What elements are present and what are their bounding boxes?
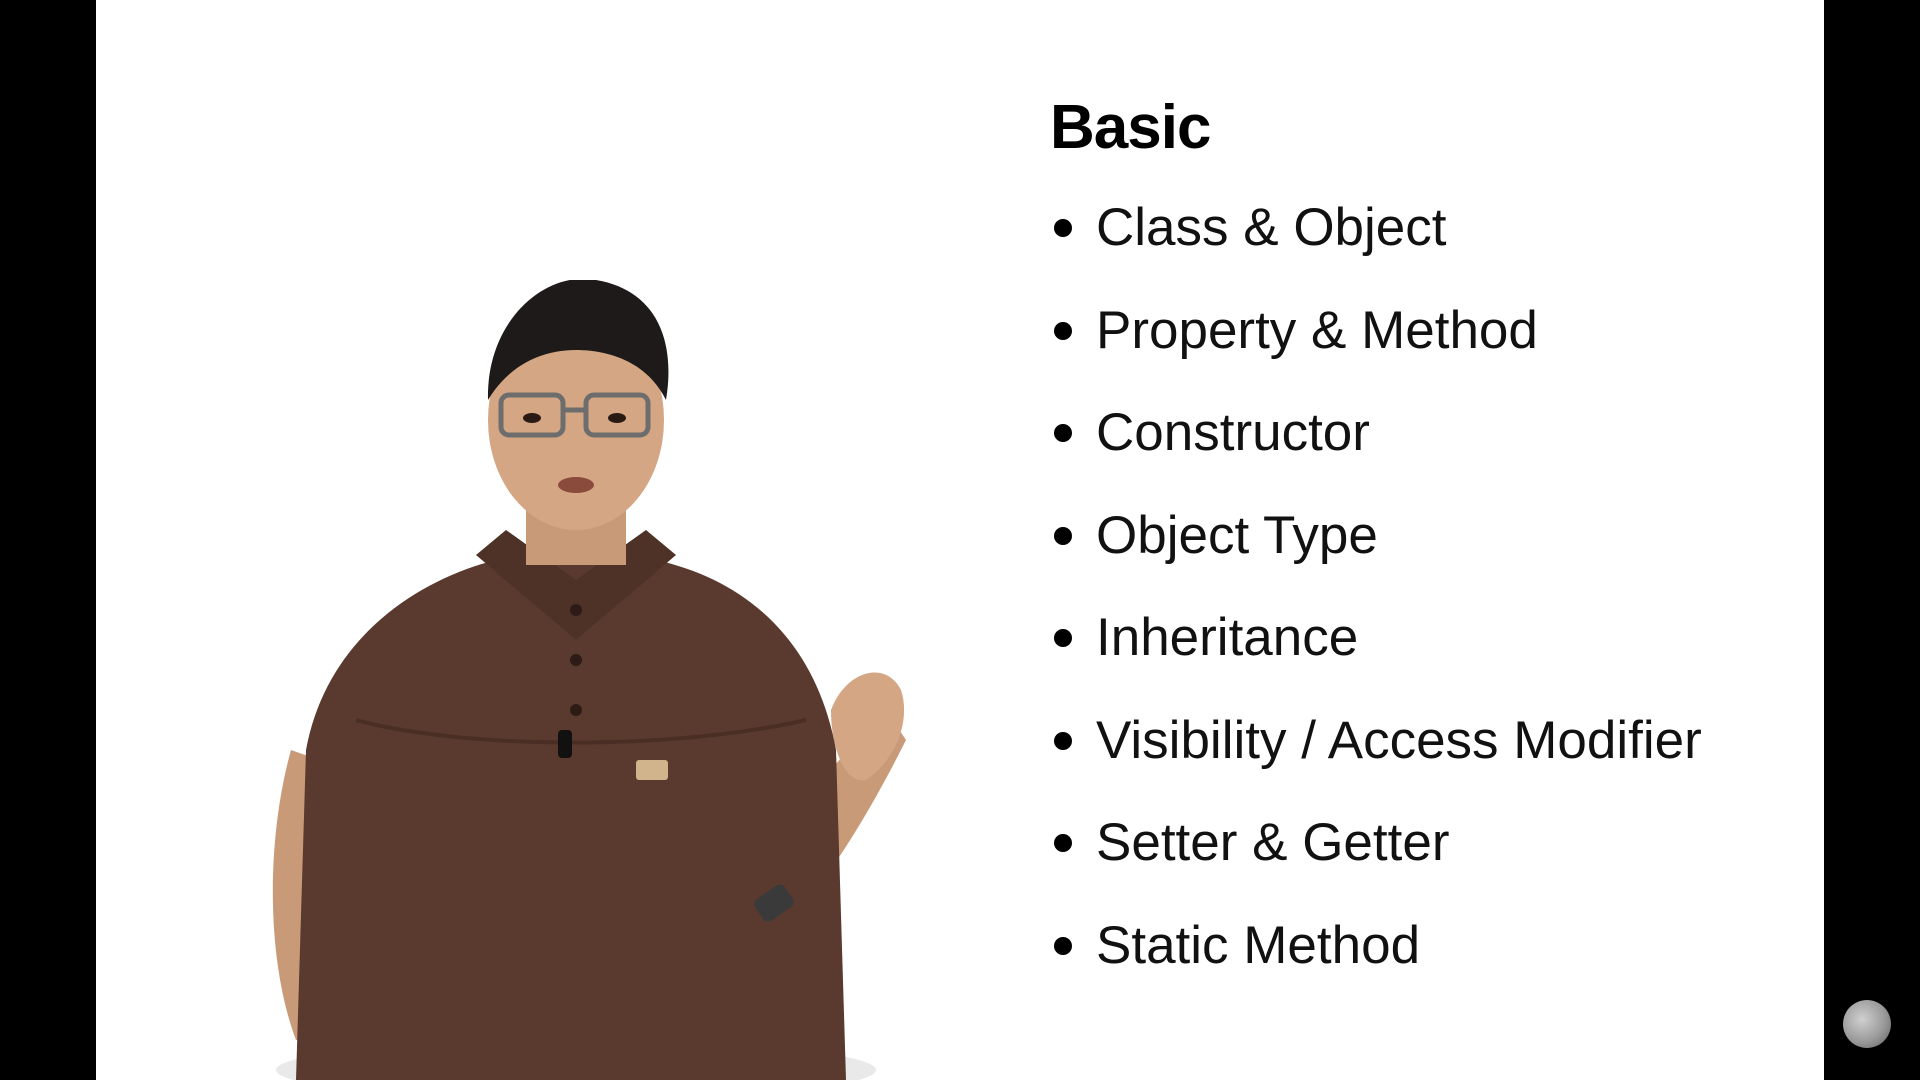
topic-label: Class & Object bbox=[1096, 198, 1447, 257]
list-item: Class & Object bbox=[1050, 188, 1702, 291]
presenter-figure bbox=[272, 280, 906, 1080]
list-item: Static Method bbox=[1050, 906, 1702, 1009]
bullet-icon bbox=[1054, 731, 1072, 750]
slide: Basic Class & Object Property & Method C… bbox=[96, 0, 1824, 1080]
topic-label: Constructor bbox=[1096, 403, 1370, 462]
bullet-icon bbox=[1054, 629, 1072, 647]
topic-label: Setter & Getter bbox=[1096, 813, 1450, 872]
channel-logo-icon[interactable] bbox=[1843, 1000, 1891, 1048]
bullet-icon bbox=[1054, 424, 1072, 442]
topic-list: Class & Object Property & Method Constru… bbox=[1050, 188, 1702, 1008]
topic-label: Static Method bbox=[1096, 915, 1421, 975]
topic-label: Visibility / Access Modifier bbox=[1096, 710, 1702, 770]
list-item: Setter & Getter bbox=[1050, 803, 1702, 906]
list-item: Property & Method bbox=[1050, 291, 1702, 394]
bullet-icon bbox=[1054, 834, 1072, 852]
list-item: Inheritance bbox=[1050, 598, 1702, 701]
bullet-icon bbox=[1054, 321, 1072, 340]
slide-title: Basic bbox=[1050, 93, 1211, 162]
list-item: Visibility / Access Modifier bbox=[1050, 701, 1702, 804]
list-item: Constructor bbox=[1050, 393, 1702, 496]
bullet-icon bbox=[1054, 936, 1072, 955]
bullet-icon bbox=[1054, 219, 1072, 237]
list-item: Object Type bbox=[1050, 496, 1702, 599]
topic-label: Inheritance bbox=[1096, 608, 1359, 667]
topic-label: Property & Method bbox=[1096, 300, 1538, 360]
topic-label: Object Type bbox=[1096, 505, 1378, 565]
bullet-icon bbox=[1054, 526, 1072, 545]
